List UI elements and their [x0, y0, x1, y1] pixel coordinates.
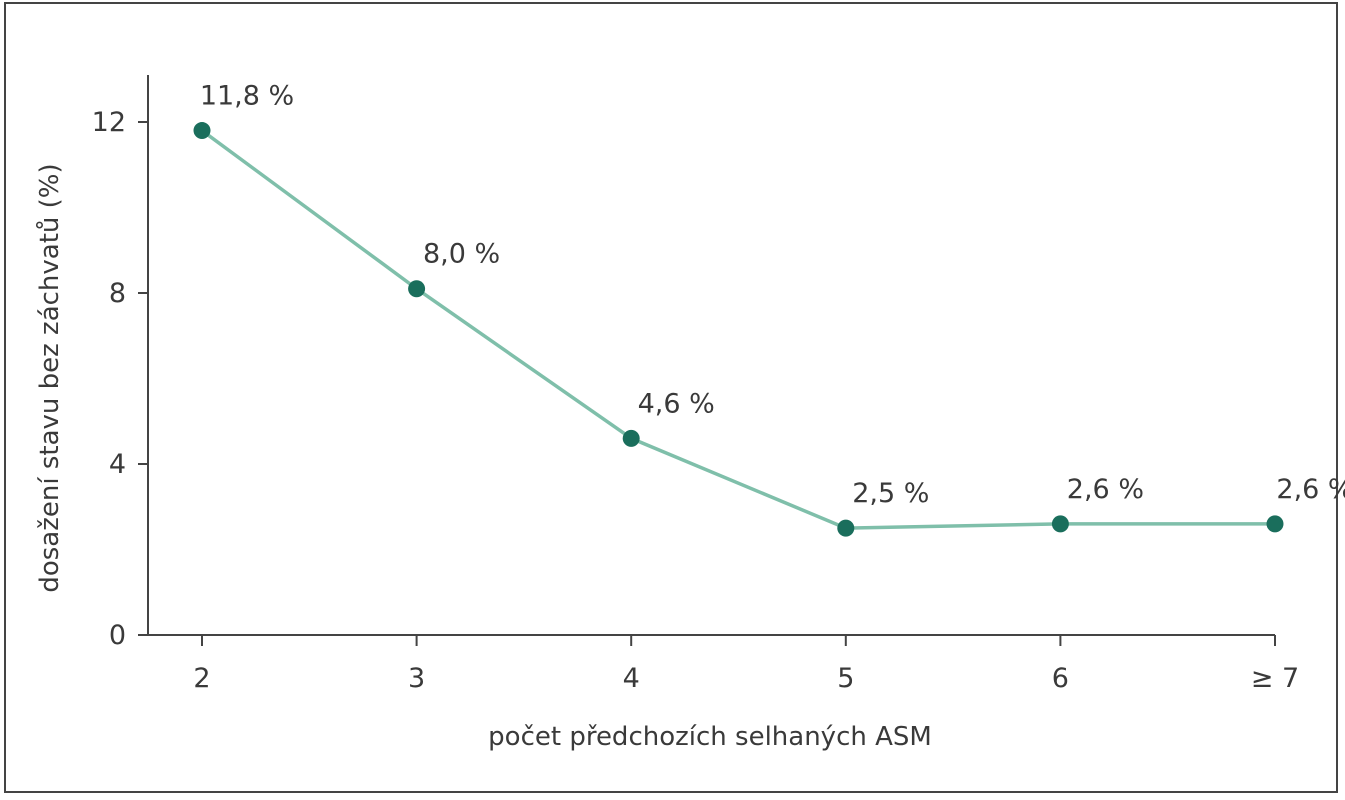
- x-tick-label: 5: [837, 663, 854, 694]
- data-label: 2,6 %: [1067, 474, 1144, 505]
- y-ticks: 0 4 8 12: [92, 107, 148, 651]
- x-tick-label: 6: [1052, 663, 1069, 694]
- data-point: [193, 122, 211, 140]
- data-label: 8,0 %: [423, 239, 500, 270]
- x-tick-label: ≥ 7: [1251, 663, 1299, 694]
- x-axis-title: počet předchozích selhaných ASM: [488, 722, 932, 752]
- chart-frame: [4, 2, 1338, 793]
- y-tick-label: 4: [109, 449, 126, 480]
- axes: [147, 75, 1275, 636]
- data-point: [408, 280, 426, 298]
- x-tick-label: 3: [408, 663, 425, 694]
- data-label: 11,8 %: [200, 81, 294, 112]
- data-point: [1266, 515, 1284, 533]
- x-tick-label: 2: [193, 663, 210, 694]
- data-labels: 11,8 % 8,0 % 4,6 % 2,5 % 2,6 % 2,6 %: [200, 81, 1345, 510]
- series-line: [200, 128, 1277, 530]
- data-point: [622, 429, 640, 447]
- data-label: 2,6 %: [1276, 474, 1345, 505]
- data-point: [837, 519, 855, 537]
- series-line-group: [200, 128, 1277, 530]
- x-tick-label: 4: [623, 663, 640, 694]
- y-tick-label: 12: [92, 107, 126, 138]
- data-point: [1051, 515, 1069, 533]
- data-label: 2,5 %: [852, 478, 929, 509]
- data-label: 4,6 %: [638, 388, 715, 419]
- y-tick-label: 0: [109, 620, 126, 651]
- x-ticks: 2 3 4 5 6 ≥ 7: [193, 635, 1299, 694]
- data-points: [193, 122, 1284, 537]
- y-axis-title: dosažení stavu bez záchvatů (%): [35, 163, 65, 592]
- y-tick-label: 8: [109, 278, 126, 309]
